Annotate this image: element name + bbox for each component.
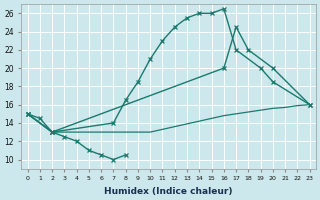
- X-axis label: Humidex (Indice chaleur): Humidex (Indice chaleur): [104, 187, 233, 196]
